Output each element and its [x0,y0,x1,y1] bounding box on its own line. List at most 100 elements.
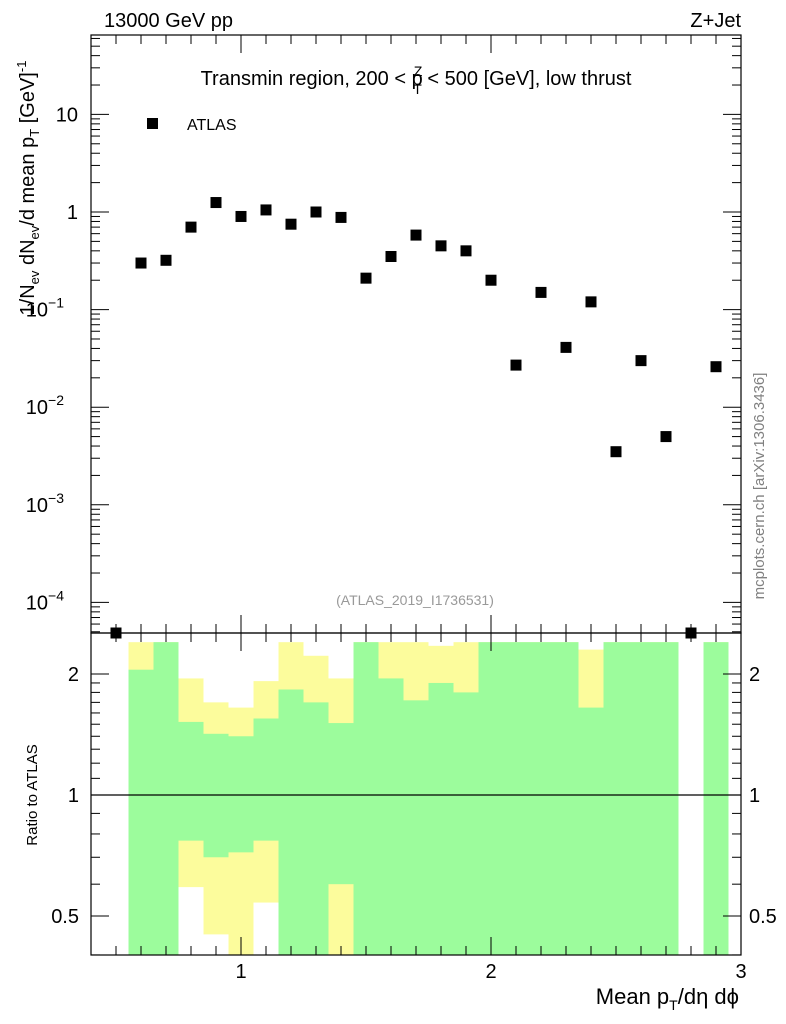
data-point-19 [585,296,597,308]
tick-base: 10 [26,592,48,614]
tick-base: 10 [26,300,48,322]
data-point-6 [260,204,272,216]
ratio-green-band-18 [553,642,579,955]
ratio-green-band-9 [328,723,354,885]
data-point-14 [460,245,472,257]
data-markers [110,197,722,639]
data-point-17 [535,286,547,298]
data-point-8 [310,206,322,218]
tick-exponent: −4 [48,587,64,603]
xlabel-a-sub: T [669,997,678,1013]
ratio-bands [128,642,729,955]
ratio-green-band-1 [128,669,154,955]
legend-marker [147,118,158,129]
data-point-4 [210,197,222,209]
data-point-23 [685,627,697,639]
ratio-green-band-22 [653,642,679,955]
ratio-green-band-3 [178,721,204,841]
tick-exponent: −3 [48,490,64,506]
header-left: 13000 GeV pp [104,10,233,32]
x-tick-label-0: 1 [235,961,246,983]
title-sub: T [413,81,422,97]
tick-base: 10 [56,104,78,126]
data-point-13 [435,240,447,252]
ylabel-c: /d mean p [17,137,39,226]
data-point-7 [285,218,297,230]
data-point-11 [385,250,397,262]
ratio-green-band-10 [353,642,379,955]
ratio-green-band-20 [603,642,629,955]
title-sup: Z [414,63,423,79]
ratio-green-band-8 [303,702,329,955]
tick-base: 10 [26,495,48,517]
data-point-2 [160,254,172,266]
data-point-12 [410,229,422,241]
ylabel-d-sup: -1 [14,61,29,73]
ratio-y-tick-label-0: 0.5 [51,906,79,928]
ratio-y-tick-label-2: 2 [68,664,79,686]
data-point-20 [610,446,622,458]
tick-base: 10 [26,397,48,419]
main-y-tick-label-3: 10−2 [26,392,64,419]
ratio-y-axis-label: Ratio to ATLAS [24,744,41,845]
title-prefix: Transmin region, 200 < p [201,68,423,90]
ratio-green-band-15 [478,642,504,955]
x-tick-label-2: 3 [735,961,746,983]
data-point-0 [110,627,122,639]
x-axis-label: Mean pT/dη dϕ [596,984,739,1013]
data-point-10 [360,272,372,284]
ratio-green-band-17 [528,642,554,955]
data-point-16 [510,359,522,371]
title-suffix: < 500 [GeV], low thrust [422,68,632,90]
ratio-y-tick-label-right-1: 1 [749,785,760,807]
ylabel-b: dN [17,239,39,270]
ratio-y-tick-label-1: 1 [68,785,79,807]
data-point-22 [660,431,672,443]
data-point-21 [635,355,647,367]
ylabel-a: 1/N [17,284,39,315]
ratio-green-band-12 [403,700,429,955]
ratio-green-band-11 [378,678,404,955]
ratio-green-band-14 [453,692,479,955]
main-axis-ticks [90,35,742,633]
ratio-green-band-24 [703,642,729,955]
ratio-green-band-7 [278,689,304,955]
data-point-9 [335,211,347,223]
main-y-tick-label-4: 10−3 [26,490,64,517]
ratio-green-band-19 [578,707,604,955]
ratio-y-tick-label-right-0: 0.5 [749,906,777,928]
ylabel-b-sub: ev [27,225,42,239]
main-y-axis-label: 1/Nev dNev/d mean pT [GeV]-1 [14,61,42,316]
ratio-green-band-21 [628,642,654,955]
x-tick-label-1: 2 [485,961,496,983]
data-point-3 [185,221,197,233]
ratio-green-band-6 [253,718,279,841]
ratio-green-band-16 [503,642,529,955]
data-point-18 [560,341,572,353]
ylabel-d: [GeV] [17,72,39,129]
ylabel-c-sub: T [27,129,42,137]
tick-base: 1 [67,202,78,224]
plot-title: Transmin region, 200 < pZ T < 500 [GeV], … [201,63,632,97]
side-credit: mcplots.cern.ch [arXiv:1306.3436] [751,373,768,600]
data-point-1 [135,257,147,269]
tick-exponent: −2 [48,392,64,408]
ylabel-a-sub: ev [27,270,42,284]
main-y-tick-label-0: 10 [56,104,78,126]
data-point-15 [485,274,497,286]
legend-label: ATLAS [187,117,237,134]
analysis-watermark: (ATLAS_2019_I1736531) [336,592,494,608]
main-y-tick-label-1: 1 [67,202,78,224]
ratio-green-band-5 [228,736,254,853]
ratio-green-band-2 [153,642,179,955]
ratio-axis-ticks [90,633,742,956]
ratio-green-band-13 [428,682,454,955]
xlabel-a: Mean p [596,984,669,1009]
data-point-24 [710,361,722,373]
main-y-tick-label-2: 10−1 [26,295,64,322]
data-point-5 [235,210,247,222]
xlabel-b: /dη dϕ [678,984,739,1009]
header-right: Z+Jet [690,10,741,32]
